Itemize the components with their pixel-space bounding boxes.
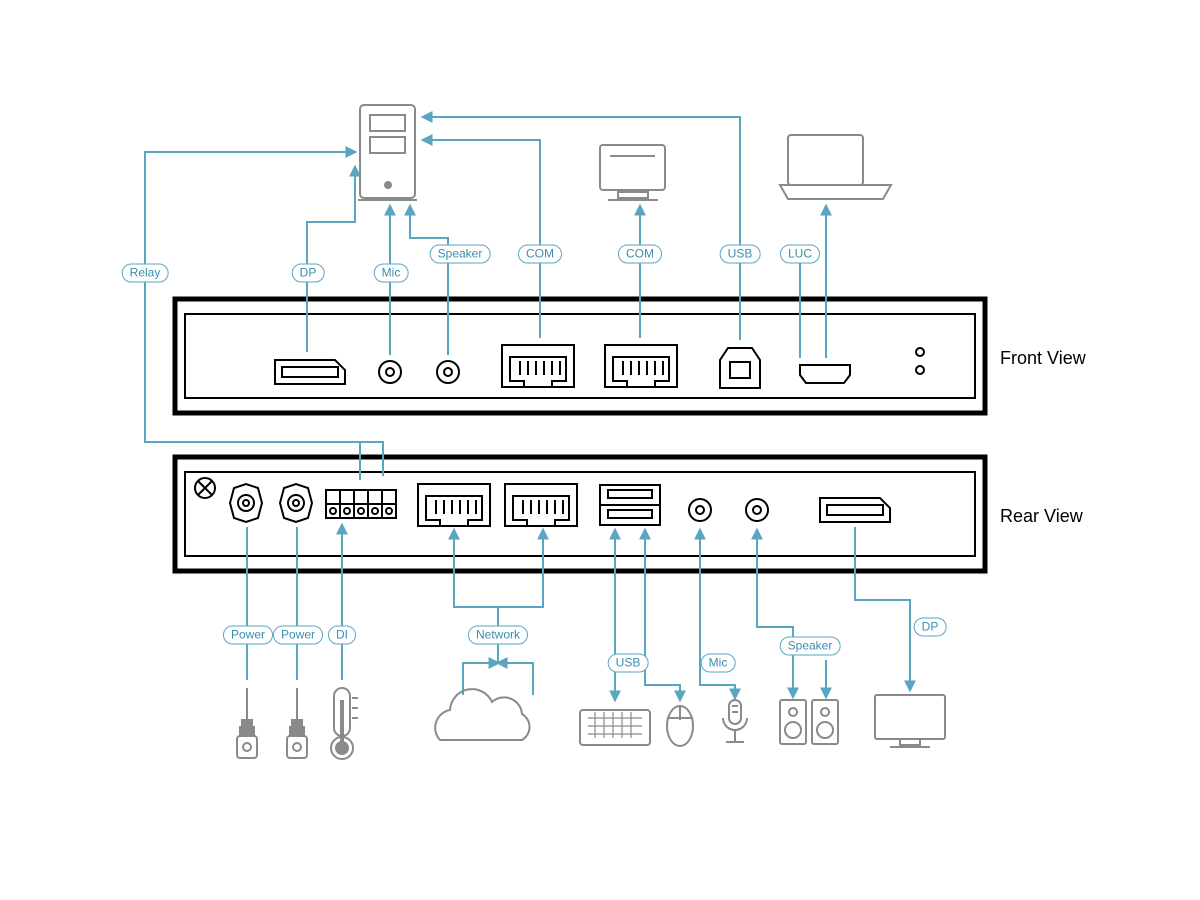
connection-net4_dn (498, 663, 533, 695)
tag-usb_top: USB (720, 245, 761, 264)
bottom-icons (237, 688, 945, 759)
keyboard-icon (580, 710, 650, 745)
tag-mic_bot: Mic (701, 654, 736, 673)
server-icon (358, 105, 417, 200)
tag-luc_top: LUC (780, 245, 820, 264)
tag-spk_bot: Speaker (780, 637, 841, 656)
tag-network: Network (468, 626, 528, 645)
mouse-icon (667, 706, 693, 746)
tag-relay: Relay (122, 264, 169, 283)
tag-dp_bot: DP (914, 618, 947, 637)
tag-power2: Power (273, 626, 323, 645)
speakers-icon (780, 700, 838, 744)
tag-power1: Power (223, 626, 273, 645)
thermometer-icon (331, 688, 358, 759)
plug-icon-2 (287, 688, 307, 758)
monitor-icon (875, 695, 945, 747)
laptop-icon (780, 135, 891, 199)
tag-speaker_top: Speaker (430, 245, 491, 264)
tag-di: DI (328, 626, 356, 645)
plug-icon-1 (237, 688, 257, 758)
cloud-icon (435, 689, 529, 740)
microphone-icon (723, 700, 747, 742)
front-panel (175, 299, 985, 413)
terminal-icon (600, 145, 665, 200)
rear-view-label: Rear View (1000, 506, 1083, 527)
tag-mic_top: Mic (374, 264, 409, 283)
tag-com_top2: COM (618, 245, 662, 264)
tag-usb_bot: USB (608, 654, 649, 673)
tag-dp_top: DP (292, 264, 325, 283)
top-icons (358, 105, 891, 200)
front-view-label: Front View (1000, 348, 1086, 369)
tag-com_top1: COM (518, 245, 562, 264)
